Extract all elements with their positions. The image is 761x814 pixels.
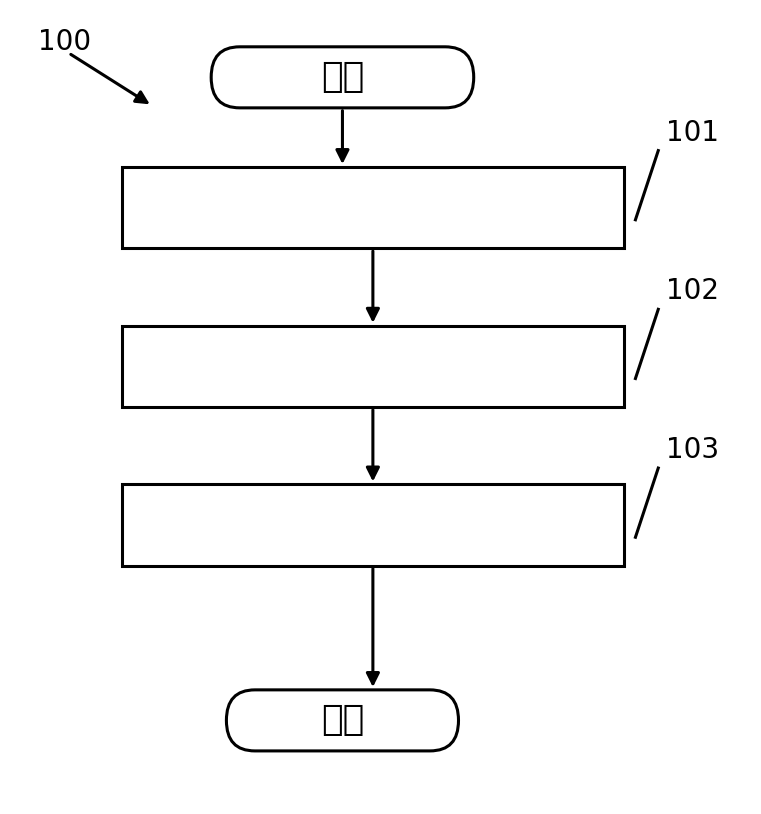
- FancyBboxPatch shape: [212, 46, 473, 107]
- Text: 开始: 开始: [321, 60, 364, 94]
- Text: 102: 102: [666, 278, 719, 305]
- Bar: [122, 326, 624, 407]
- Text: 103: 103: [666, 436, 719, 464]
- FancyBboxPatch shape: [227, 689, 458, 751]
- Text: 101: 101: [666, 119, 719, 147]
- Bar: [122, 167, 624, 248]
- Text: 结束: 结束: [321, 703, 364, 737]
- Text: 100: 100: [38, 28, 91, 56]
- Bar: [122, 484, 624, 566]
